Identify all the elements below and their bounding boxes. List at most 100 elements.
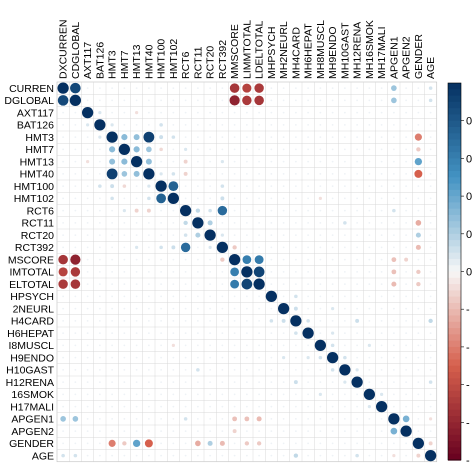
correlation-circle <box>294 99 297 102</box>
colorbar-segment <box>448 177 461 185</box>
correlation-circle <box>233 209 236 212</box>
correlation-circle <box>307 405 310 408</box>
correlation-circle <box>416 281 421 287</box>
correlation-circle <box>429 123 432 126</box>
correlation-circle <box>405 123 408 126</box>
correlation-circle <box>172 221 175 224</box>
correlation-circle <box>368 197 371 200</box>
correlation-circle <box>429 172 432 175</box>
row-labels: CURRENDGLOBALAXT117BAT126HMT3HMT7HMT13HM… <box>4 83 55 462</box>
correlation-circle <box>86 283 89 286</box>
correlation-circle <box>368 381 371 384</box>
correlation-circle <box>135 270 138 273</box>
correlation-circle <box>122 441 127 446</box>
correlation-circle <box>109 146 116 153</box>
correlation-circle <box>121 134 128 141</box>
correlation-circle <box>429 185 432 188</box>
correlation-circle <box>160 87 163 90</box>
column-label: LIMMTOTAL <box>241 20 253 79</box>
correlation-circle <box>62 319 65 322</box>
correlation-circle <box>230 267 239 277</box>
correlation-circle <box>428 86 433 90</box>
correlation-circle <box>417 381 420 384</box>
correlation-circle <box>343 123 346 126</box>
correlation-circle <box>62 148 65 151</box>
correlation-circle <box>209 160 212 163</box>
correlation-circle <box>121 171 128 177</box>
correlation-circle <box>331 148 334 151</box>
correlation-circle <box>121 158 128 165</box>
column-label: MH17MALI <box>376 26 388 79</box>
correlation-circle <box>172 442 175 445</box>
correlation-circle <box>196 417 199 420</box>
correlation-circle <box>294 405 297 408</box>
correlation-circle <box>86 221 89 224</box>
correlation-circle <box>402 415 410 423</box>
correlation-circle <box>307 344 310 347</box>
correlation-circle <box>429 270 432 273</box>
colorbar-segment <box>448 321 461 329</box>
correlation-circle <box>375 400 388 413</box>
correlation-circle <box>356 148 359 151</box>
correlation-circle <box>111 221 114 224</box>
correlation-circle <box>196 319 199 322</box>
correlation-circle <box>160 99 163 102</box>
correlation-circle <box>172 393 175 396</box>
correlation-circle <box>392 307 395 310</box>
correlation-circle <box>282 356 286 360</box>
correlation-circle <box>233 123 236 126</box>
colorbar-segment <box>448 384 461 392</box>
correlation-circle <box>147 405 150 408</box>
correlation-circle <box>94 119 106 131</box>
correlation-circle <box>147 332 150 335</box>
row-label: RCT6 <box>27 205 55 217</box>
correlation-circle <box>209 283 212 286</box>
correlation-circle <box>258 295 261 298</box>
correlation-circle <box>160 319 163 322</box>
correlation-circle <box>160 209 163 212</box>
correlation-circle <box>343 87 346 90</box>
correlation-circle <box>307 185 310 188</box>
correlation-circle <box>294 148 297 151</box>
correlation-circle <box>123 405 126 408</box>
correlation-circle <box>86 319 89 322</box>
correlation-circle <box>98 405 101 408</box>
correlation-circle <box>196 246 199 249</box>
correlation-circle <box>147 319 150 322</box>
correlation-circle <box>221 344 224 347</box>
correlation-circle <box>62 295 65 298</box>
row-label: AGE <box>32 450 54 462</box>
correlation-circle <box>135 454 138 457</box>
correlation-circle <box>343 344 346 347</box>
correlation-circle <box>74 221 77 224</box>
correlation-circle <box>429 209 432 212</box>
correlation-circle <box>147 111 150 114</box>
correlation-circle <box>380 344 383 347</box>
correlation-circle <box>135 234 138 237</box>
row-label: AXT117 <box>17 107 54 119</box>
correlation-circle <box>196 99 199 102</box>
column-label: RCT20 <box>205 46 217 79</box>
correlation-circle <box>392 454 396 458</box>
correlation-circle <box>307 393 310 396</box>
correlation-circle <box>380 442 383 445</box>
correlation-circle <box>98 197 101 200</box>
correlation-circle <box>388 413 400 425</box>
correlation-circle <box>86 270 89 273</box>
correlation-circle <box>245 234 248 237</box>
correlation-circle <box>172 381 175 384</box>
correlation-circle <box>294 258 297 261</box>
correlation-circle <box>160 356 163 359</box>
correlation-circle <box>179 204 192 217</box>
correlation-circle <box>343 393 346 396</box>
correlation-circle <box>343 160 346 163</box>
correlation-circle <box>253 266 265 278</box>
correlation-circle <box>356 209 359 212</box>
correlation-circle <box>245 405 248 408</box>
correlation-circle <box>230 279 240 289</box>
correlation-circle <box>282 148 285 151</box>
correlation-circle <box>135 393 138 396</box>
correlation-circle <box>111 87 114 90</box>
correlation-circle <box>208 208 212 213</box>
correlation-circle <box>172 356 175 359</box>
